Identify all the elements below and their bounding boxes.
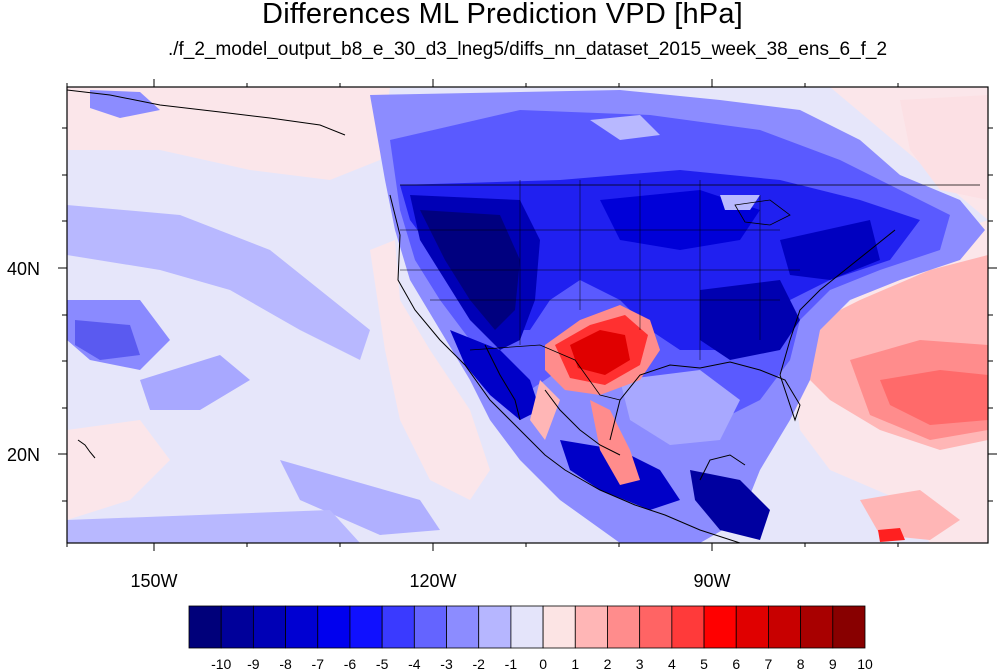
colorbar-swatch bbox=[542, 605, 576, 649]
lat-label-40n: 40N bbox=[7, 259, 40, 279]
colorbar-swatch bbox=[220, 605, 254, 649]
state-borders bbox=[519, 180, 761, 360]
colorbar-swatch bbox=[413, 605, 447, 649]
great-lakes bbox=[734, 199, 791, 226]
colorbar-swatch bbox=[832, 605, 866, 649]
colorbar-label: -4 bbox=[408, 656, 421, 672]
colorbar-swatch bbox=[349, 605, 383, 649]
axis-ticks bbox=[58, 79, 997, 551]
colorbar-label: 1 bbox=[571, 656, 579, 672]
gulf-light bbox=[620, 370, 740, 445]
colorbar-label: 4 bbox=[668, 656, 676, 672]
caribbean-positive-core bbox=[878, 528, 905, 542]
plot-title: Differences ML Prediction VPD [hPa] bbox=[262, 0, 743, 30]
pacific-streak-1 bbox=[67, 205, 370, 360]
coastal-positive-strip bbox=[370, 240, 490, 500]
colorbar-swatch bbox=[703, 605, 737, 649]
colorbar-label: -5 bbox=[376, 656, 389, 672]
pacific-streak-5 bbox=[67, 510, 360, 543]
mexico-positive-central bbox=[590, 400, 640, 485]
yucatan-coastline bbox=[699, 454, 746, 481]
colorbar-swatch bbox=[574, 605, 608, 649]
colorbar-label: -2 bbox=[472, 656, 485, 672]
colorbar-swatch bbox=[252, 605, 286, 649]
pacific-streak-3 bbox=[140, 355, 250, 410]
colorbar-label: -1 bbox=[505, 656, 518, 672]
north-atlantic-positive bbox=[900, 95, 988, 200]
colorbar-label: 7 bbox=[765, 656, 773, 672]
coastlines bbox=[67, 89, 980, 543]
atlantic-positive-4 bbox=[880, 370, 988, 425]
colorbar-swatch bbox=[607, 605, 641, 649]
colorbar-label: 2 bbox=[604, 656, 612, 672]
hawaii-positive bbox=[67, 420, 170, 520]
lon-label-150w: 150W bbox=[130, 571, 177, 591]
colorbar-label: 8 bbox=[797, 656, 805, 672]
gulf-california-coast bbox=[544, 389, 621, 456]
alaska-coastline bbox=[67, 89, 346, 136]
colorbar-label: 3 bbox=[636, 656, 644, 672]
colorbar-label: 6 bbox=[732, 656, 740, 672]
colorbar-swatch bbox=[317, 605, 351, 649]
colorbar-label: -6 bbox=[344, 656, 357, 672]
state-borders-horizontal bbox=[400, 229, 800, 301]
pacific-coastline bbox=[389, 194, 741, 543]
colorbar-swatch bbox=[768, 605, 802, 649]
baja-coastline bbox=[484, 344, 521, 421]
lon-label-120w: 120W bbox=[409, 571, 456, 591]
colorbar-swatch bbox=[188, 605, 222, 649]
colorbar-label: -7 bbox=[312, 656, 325, 672]
colorbar-label: 0 bbox=[539, 656, 547, 672]
alaska-blue bbox=[90, 90, 160, 118]
mexico-positive-west bbox=[530, 380, 560, 440]
pacific-streak-4 bbox=[280, 460, 440, 535]
colorbar: -10 -9 -8 -7 -6 -5 -4 -3 -2 -1 0 1 2 3 4 5 6 7 8 9 10 bbox=[188, 605, 873, 672]
colorbar-label: -8 bbox=[279, 656, 292, 672]
colorbar-swatch bbox=[510, 605, 544, 649]
colorbar-label: 9 bbox=[829, 656, 837, 672]
colorbar-swatch bbox=[285, 605, 319, 649]
colorbar-label: 5 bbox=[700, 656, 708, 672]
colorbar-label: 10 bbox=[857, 656, 873, 672]
colorbar-swatch bbox=[800, 605, 834, 649]
northeast-us-strong bbox=[780, 220, 880, 280]
north-light bbox=[590, 115, 660, 140]
colorbar-swatch bbox=[671, 605, 705, 649]
plot-subtitle: ./f_2_model_output_b8_e_30_d3_lneg5/diff… bbox=[167, 39, 888, 60]
colorbar-swatch bbox=[446, 605, 480, 649]
colorbar-swatch bbox=[478, 605, 512, 649]
pacific-streak-2-core bbox=[75, 320, 140, 360]
colorbar-swatch bbox=[381, 605, 415, 649]
lat-label-20n: 20N bbox=[7, 445, 40, 465]
us-mexico-border bbox=[469, 344, 621, 401]
colorbar-label: -10 bbox=[211, 656, 231, 672]
colorbar-label: -9 bbox=[247, 656, 260, 672]
hawaii-islands bbox=[77, 439, 96, 459]
caribbean-positive bbox=[860, 490, 960, 540]
gulf-atlantic-coastline bbox=[609, 229, 896, 441]
baja-negative bbox=[450, 330, 540, 420]
central-america-negative bbox=[690, 470, 770, 540]
colorbar-swatch bbox=[639, 605, 673, 649]
lon-label-90w: 90W bbox=[693, 571, 730, 591]
lake-light bbox=[720, 195, 760, 210]
colorbar-swatch bbox=[735, 605, 769, 649]
texas-positive-core bbox=[570, 330, 630, 375]
contour-field bbox=[67, 87, 988, 543]
colorbar-label: -3 bbox=[440, 656, 453, 672]
